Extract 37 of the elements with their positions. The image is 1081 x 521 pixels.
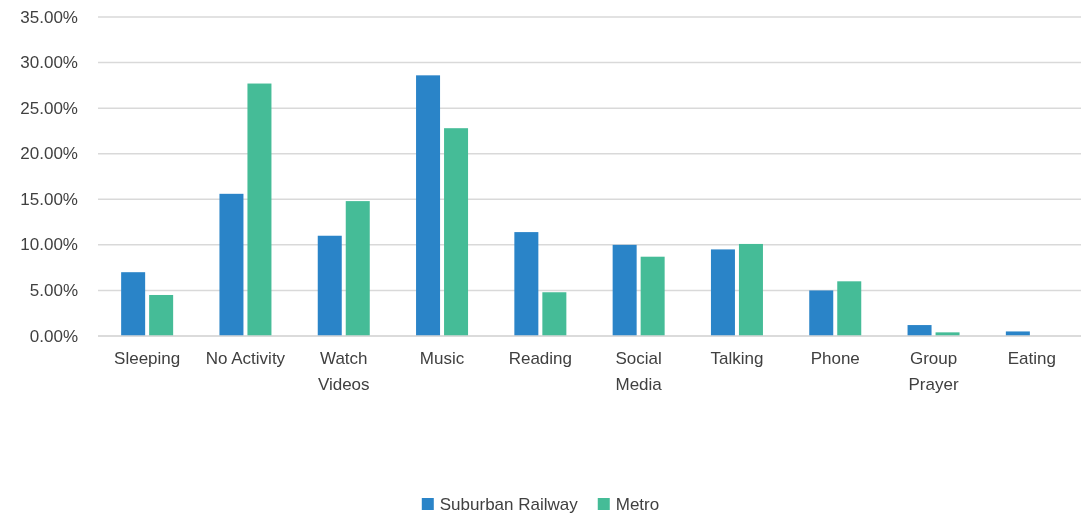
bar — [907, 325, 932, 336]
y-tick-label: 10.00% — [20, 235, 78, 255]
y-tick-label: 20.00% — [20, 144, 78, 164]
bar — [121, 272, 146, 336]
y-tick-label: 35.00% — [20, 7, 78, 27]
y-tick-label: 30.00% — [20, 53, 78, 73]
bar — [247, 83, 272, 336]
x-tick-label: Music — [419, 349, 465, 368]
x-tick-label: Group Prayer — [908, 349, 959, 394]
x-tick-label: Eating — [1007, 349, 1056, 368]
bar — [219, 193, 244, 336]
x-tick-label: Social Media — [615, 349, 663, 394]
bar — [640, 256, 665, 336]
x-tick-label: Phone — [810, 349, 860, 368]
bar — [444, 128, 469, 336]
bar — [612, 244, 637, 336]
x-tick-label: Reading — [508, 349, 573, 368]
x-tick-label: Talking — [710, 349, 764, 368]
bar — [317, 235, 342, 336]
y-tick-label: 0.00% — [29, 326, 78, 346]
x-tick-label: Sleeping — [114, 349, 181, 368]
bar — [738, 243, 763, 336]
x-tick-label: No Activity — [205, 349, 286, 368]
bar — [837, 281, 862, 336]
bar — [542, 292, 567, 336]
legend-label: Suburban Railway — [439, 494, 579, 514]
bar — [345, 201, 370, 336]
x-tick-label: Watch Videos — [317, 349, 370, 394]
bar — [710, 249, 735, 336]
bar — [416, 75, 441, 336]
y-tick-label: 15.00% — [20, 189, 78, 209]
bar — [809, 290, 834, 336]
bar — [514, 232, 539, 336]
y-tick-label: 25.00% — [20, 98, 78, 118]
legend-label: Metro — [615, 494, 660, 514]
y-tick-label: 5.00% — [29, 280, 78, 300]
bar — [149, 294, 174, 336]
